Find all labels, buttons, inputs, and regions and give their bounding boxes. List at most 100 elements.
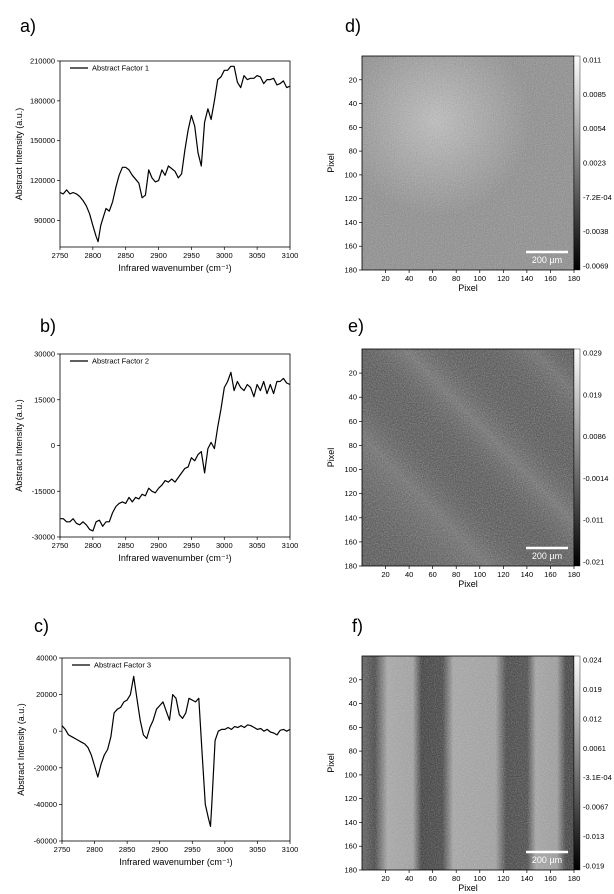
y-tick-label: 140 <box>344 218 357 227</box>
y-tick-label: 30000 <box>34 350 55 359</box>
y-tick-label: 120 <box>344 794 357 803</box>
y-tick-label: -15000 <box>32 487 55 496</box>
legend-label: Abstract Factor 1 <box>92 64 149 73</box>
panel-label: a) <box>20 16 36 36</box>
y-tick-label: 210000 <box>30 57 55 66</box>
heatmap-panel: e) 20 40 60 80 100 120 140 160 180 20 40 60 80 100 120 1… <box>326 316 608 589</box>
colorbar-tick-label: 0.029 <box>583 349 602 358</box>
x-tick-label: 20 <box>381 570 389 579</box>
colorbar-tick-label: -3.1E-04 <box>583 773 612 782</box>
y-tick-label: 140 <box>344 513 357 522</box>
x-tick-label: 2850 <box>117 251 134 260</box>
x-tick-label: 60 <box>428 570 436 579</box>
y-tick-label: 150000 <box>30 136 55 145</box>
x-tick-label: 60 <box>428 274 436 283</box>
y-axis-label: Abstract Intensity (a.u.) <box>14 399 24 492</box>
y-tick-label: 120 <box>344 194 357 203</box>
line-chart-panel: b) 2750 2800 2850 2900 2950 3000 3050 3100 -30000… <box>14 316 298 563</box>
y-tick-label: 80 <box>349 147 357 156</box>
plot-frame <box>59 353 291 538</box>
line-chart-panel: c) 2750 2800 2850 2900 2950 3000 3050 3100 -60000… <box>16 616 298 867</box>
heatmap-noise <box>362 349 574 566</box>
x-tick-label: 2750 <box>52 541 69 550</box>
y-tick-label: 20000 <box>36 690 57 699</box>
y-axis-label: Pixel <box>326 153 336 173</box>
x-tick-label: 160 <box>544 874 557 883</box>
x-tick-label: 3100 <box>282 845 299 854</box>
panel-label: d) <box>345 16 361 36</box>
x-tick-label: 120 <box>497 874 510 883</box>
colorbar-tick-label: 0.0085 <box>583 90 606 99</box>
y-tick-label: 0 <box>51 441 55 450</box>
y-tick-label: 180 <box>344 866 357 875</box>
x-tick-label: 2750 <box>52 251 69 260</box>
colorbar-tick-label: -0.0069 <box>583 262 608 271</box>
y-tick-label: 60 <box>349 417 357 426</box>
colorbar-tick-label: -0.0014 <box>583 474 608 483</box>
y-tick-label: 180 <box>344 266 357 275</box>
x-tick-label: 2900 <box>150 541 167 550</box>
x-tick-label: 180 <box>568 570 581 579</box>
x-tick-label: 2950 <box>183 541 200 550</box>
x-axis-label: Infrared wavenumber (cm⁻¹) <box>119 857 232 867</box>
colorbar-tick-label: -0.011 <box>583 516 604 525</box>
y-tick-label: 180000 <box>30 96 55 105</box>
colorbar-tick-label: 0.0023 <box>583 159 606 168</box>
x-axis-label: Infrared wavenumber (cm⁻¹) <box>118 553 231 563</box>
x-tick-label: 180 <box>568 274 581 283</box>
x-tick-label: 3050 <box>249 251 266 260</box>
colorbar-tick-label: -0.021 <box>583 558 604 567</box>
y-tick-label: 160 <box>344 537 357 546</box>
scale-bar-label: 200 µm <box>532 855 562 865</box>
x-tick-label: 40 <box>405 274 413 283</box>
x-tick-label: 3100 <box>282 251 299 260</box>
y-tick-label: -40000 <box>34 800 57 809</box>
colorbar-tick-label: 0.012 <box>583 714 602 723</box>
y-tick-label: 60 <box>349 723 357 732</box>
x-tick-label: 100 <box>474 570 487 579</box>
y-tick-label: 40 <box>349 393 357 402</box>
x-axis-label: Pixel <box>458 579 478 589</box>
scale-bar-label: 200 µm <box>532 255 562 265</box>
x-tick-label: 120 <box>497 274 510 283</box>
x-tick-label: 20 <box>381 874 389 883</box>
y-tick-label: 120000 <box>30 176 55 185</box>
panel-label: c) <box>34 616 49 636</box>
colorbar-tick-label: -0.013 <box>583 832 604 841</box>
colorbar-tick-label: 0.011 <box>583 56 601 65</box>
panel-label: e) <box>348 316 364 336</box>
y-tick-label: 90000 <box>34 216 55 225</box>
x-tick-label: 100 <box>474 874 487 883</box>
x-tick-label: 3000 <box>216 251 233 260</box>
colorbar-tick-label: -0.019 <box>583 862 604 871</box>
x-tick-label: 160 <box>544 570 557 579</box>
y-axis-label: Abstract Intensity (a.u.) <box>16 703 26 796</box>
x-tick-label: 80 <box>452 274 460 283</box>
x-tick-label: 140 <box>521 570 534 579</box>
y-tick-label: 100 <box>344 465 357 474</box>
y-axis-label: Pixel <box>326 448 336 468</box>
legend-label: Abstract Factor 2 <box>92 357 149 366</box>
y-tick-label: 40 <box>349 699 357 708</box>
colorbar-tick-label: -7.2E-04 <box>583 193 612 202</box>
heatmap-noise <box>362 56 574 270</box>
colorbar-tick-label: 0.0086 <box>583 432 606 441</box>
y-axis-label: Pixel <box>326 753 336 773</box>
series-line <box>61 675 291 828</box>
colorbar <box>573 348 581 567</box>
heatmap-noise <box>362 656 574 870</box>
x-tick-label: 2850 <box>117 541 134 550</box>
plot-frame <box>59 60 291 248</box>
x-tick-label: 3050 <box>249 845 266 854</box>
x-tick-label: 3050 <box>249 541 266 550</box>
x-tick-label: 3100 <box>282 541 299 550</box>
y-tick-label: 100 <box>344 770 357 779</box>
colorbar <box>573 55 581 271</box>
y-tick-label: 20 <box>349 369 357 378</box>
y-tick-label: -60000 <box>34 837 57 846</box>
colorbar-tick-label: 0.024 <box>583 656 602 665</box>
x-tick-label: 2950 <box>184 845 201 854</box>
series-line <box>60 371 291 532</box>
y-tick-label: 80 <box>349 747 357 756</box>
